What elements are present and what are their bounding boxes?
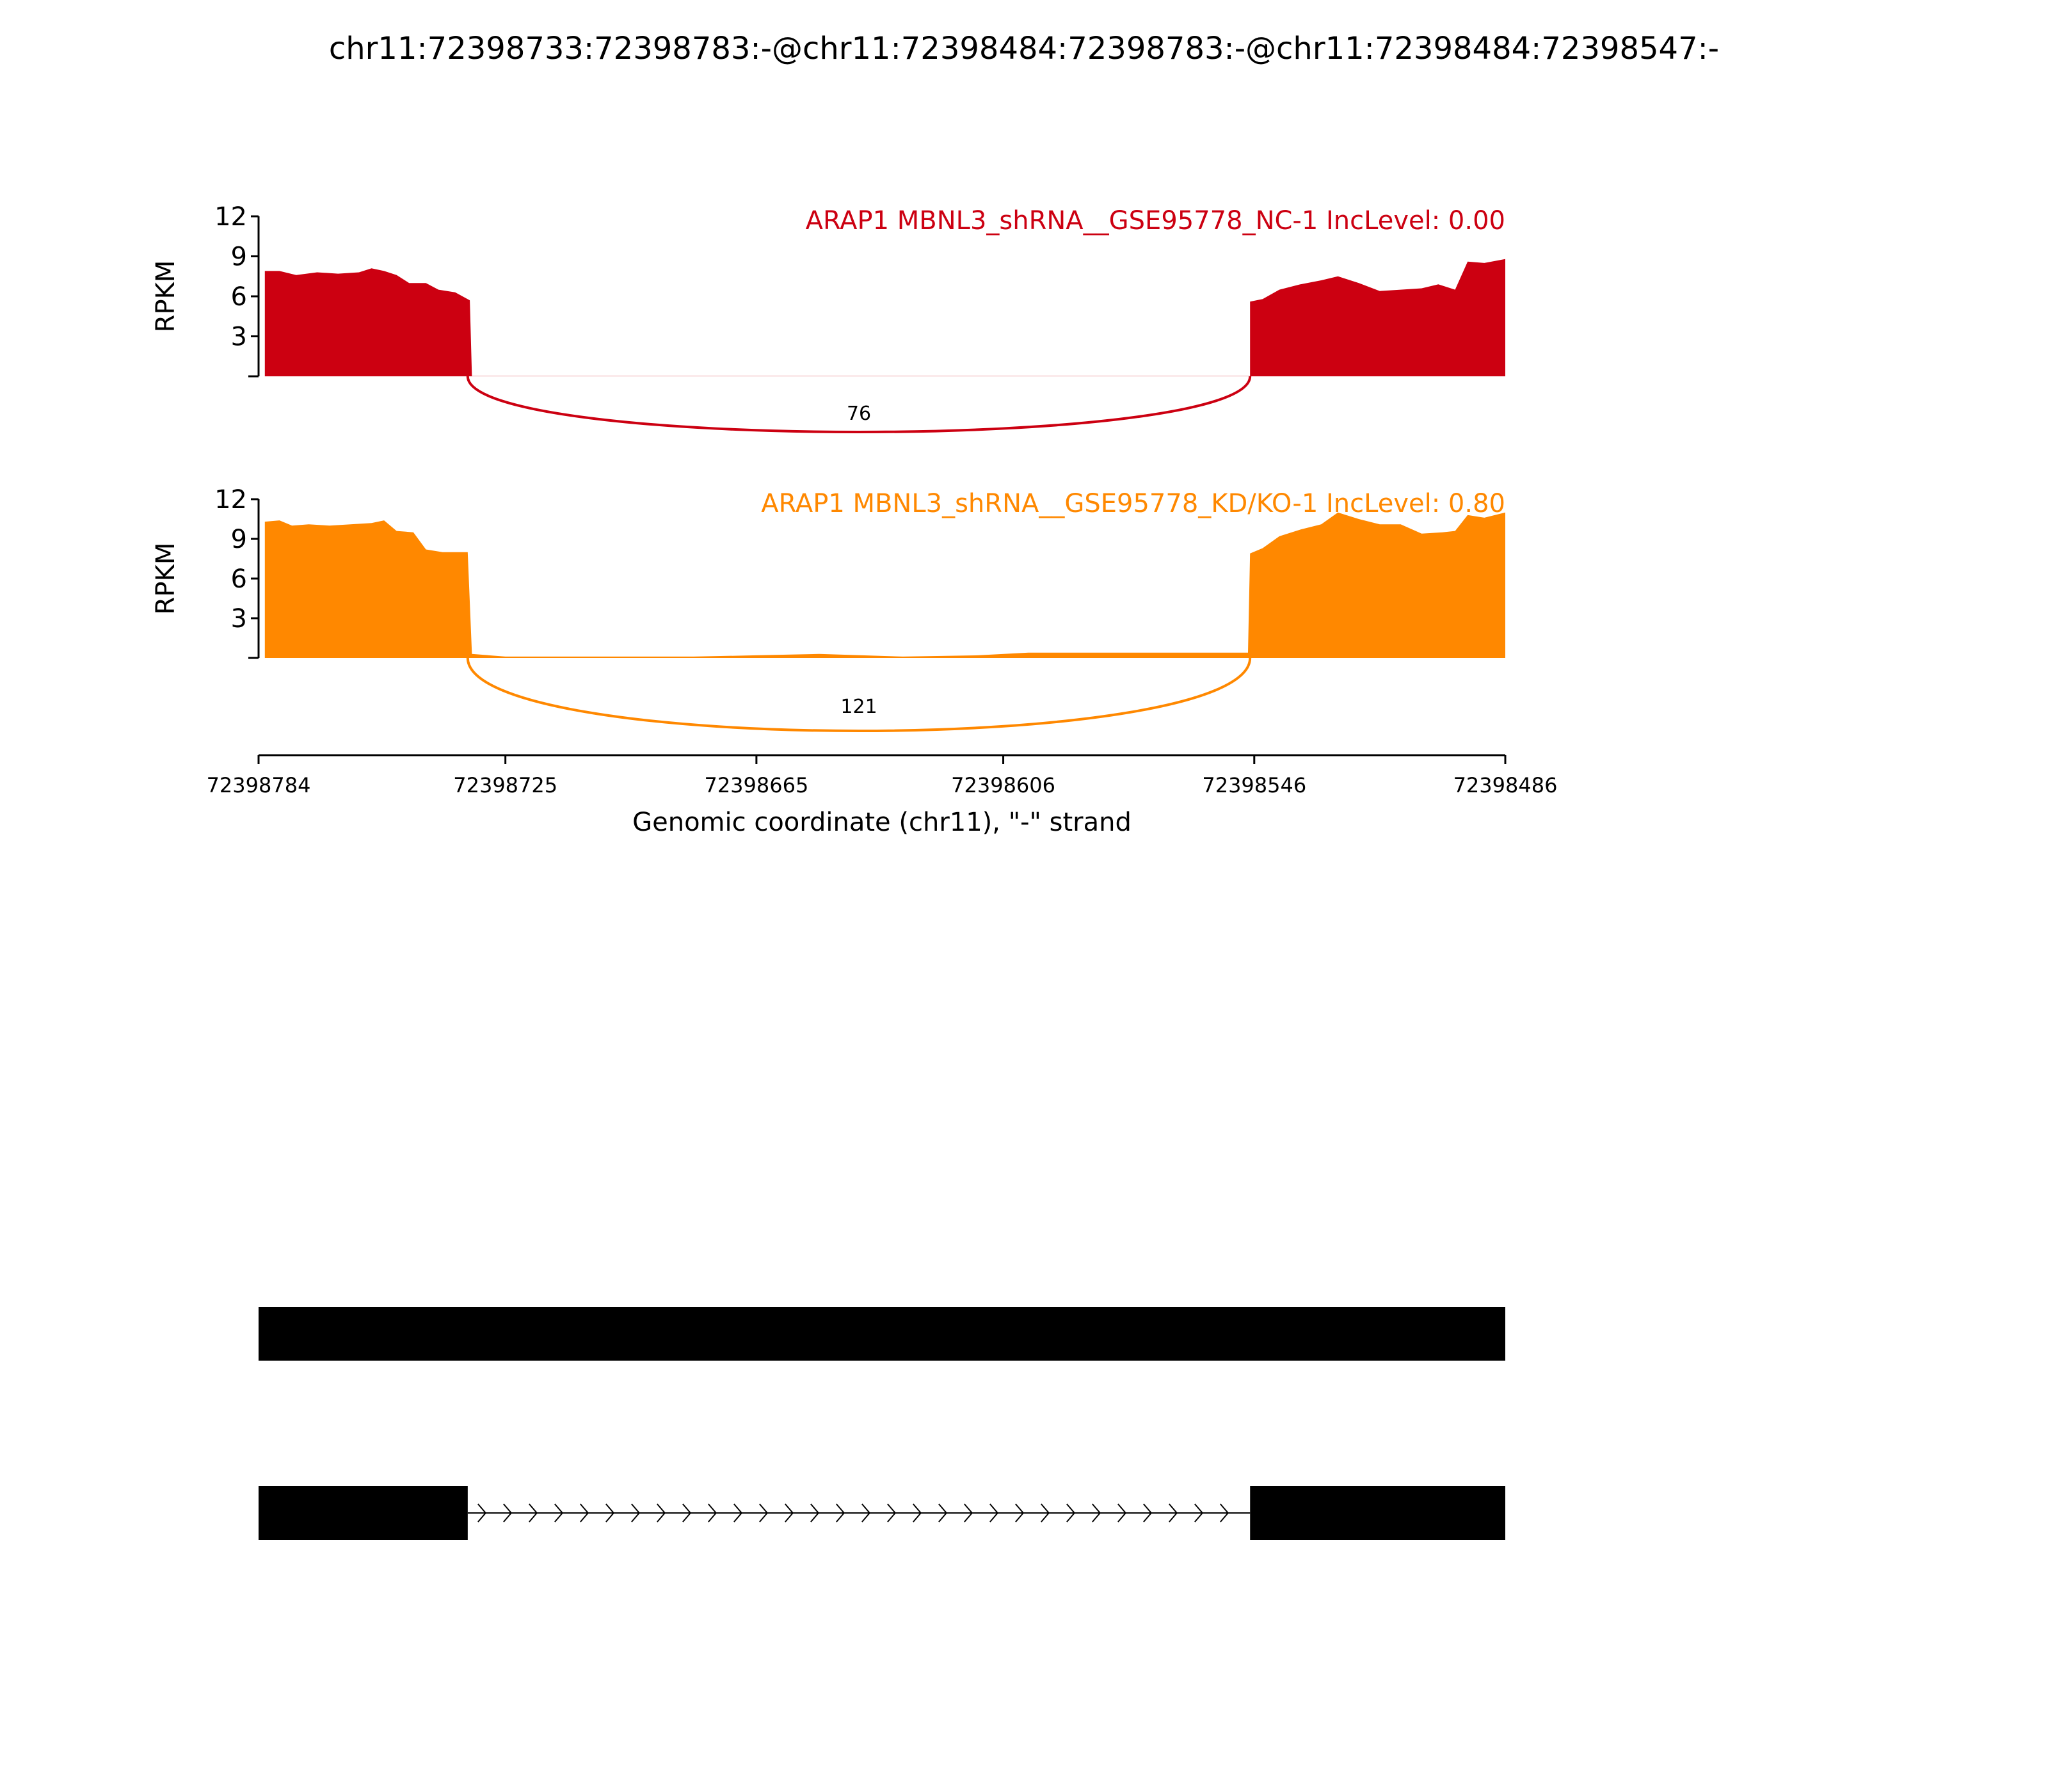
intron-arrow (529, 1503, 538, 1523)
intron-arrow (1015, 1503, 1025, 1523)
y-tick-label: 12 (214, 485, 247, 515)
intron-arrow (810, 1503, 820, 1523)
intron-arrow (708, 1503, 717, 1523)
y-axis-label: RPKM (151, 543, 180, 615)
x-tick-label: 72398725 (453, 773, 557, 797)
intron-arrow (836, 1503, 845, 1523)
x-tick-label: 72398784 (207, 773, 311, 797)
intron-arrow (554, 1503, 564, 1523)
panel-title: ARAP1 MBNL3_shRNA__GSE95778_NC-1 IncLeve… (806, 206, 1505, 236)
intron-arrow (1117, 1503, 1127, 1523)
intron-arrow (1220, 1503, 1229, 1523)
intron-arrow (605, 1503, 615, 1523)
coverage-area (264, 512, 1505, 658)
coverage-area (264, 259, 1505, 376)
exon-block (1250, 1486, 1505, 1540)
junction-label-bg (829, 399, 889, 428)
x-axis-label: Genomic coordinate (chr11), "-" strand (632, 808, 1132, 837)
intron-arrow (477, 1503, 487, 1523)
isoform-2 (259, 1486, 1505, 1540)
y-tick-label: 9 (231, 525, 247, 554)
y-tick-label: 6 (231, 282, 247, 312)
panel-2: 3 6 9 12 RPKM ARAP1 MBNL3_shRNA__GSE95778_KD/… (151, 485, 1505, 732)
intron-arrow (682, 1503, 692, 1523)
y-tick-label: 9 (231, 243, 247, 272)
exon-block (259, 1307, 472, 1361)
isoform-1 (259, 1307, 1505, 1361)
figure-title: chr11:72398733:72398783:-@chr11:72398484… (329, 31, 1719, 67)
x-tick-label: 72398665 (704, 773, 808, 797)
junction-count: 121 (840, 696, 877, 718)
y-tick-label: 3 (231, 323, 247, 352)
intron-arrow (887, 1503, 897, 1523)
genomic-x-axis: 72398784 72398725 72398665 72398606 72398546… (207, 754, 1558, 837)
intron-arrow (580, 1503, 589, 1523)
intron-arrow (1143, 1503, 1153, 1523)
y-tick-label: 3 (231, 604, 247, 634)
intron-arrow (657, 1503, 666, 1523)
exon-block (1245, 1307, 1505, 1361)
intron-arrow (1169, 1503, 1178, 1523)
x-tick-label: 72398546 (1202, 773, 1306, 797)
y-tick-label: 12 (214, 202, 247, 232)
x-tick-label: 72398486 (1453, 773, 1558, 797)
intron-arrow (938, 1503, 948, 1523)
intron-arrow (989, 1503, 999, 1523)
intron-arrow (733, 1503, 743, 1523)
intron-arrow (1194, 1503, 1204, 1523)
y-axis-label: RPKM (151, 260, 180, 333)
junction-count: 76 (847, 403, 871, 425)
exon-block (259, 1486, 468, 1540)
intron-arrow (964, 1503, 973, 1523)
isoform-track (259, 1307, 1505, 1540)
junction-arc (466, 376, 1252, 433)
intron-arrow (503, 1503, 513, 1523)
junction-arc (466, 657, 1252, 732)
intron-arrow (1041, 1503, 1050, 1523)
exon-block (467, 1307, 1251, 1361)
intron-arrow (861, 1503, 871, 1523)
intron-arrow (1092, 1503, 1101, 1523)
junction-label-bg (829, 692, 889, 721)
intron-arrow (785, 1503, 794, 1523)
intron-arrow (913, 1503, 922, 1523)
panel-title: ARAP1 MBNL3_shRNA__GSE95778_KD/KO-1 IncL… (761, 489, 1505, 518)
coverage-panels: 3 6 9 12 RPKM ARAP1 MBNL3_shRNA__GSE95778_NC-… (151, 202, 1505, 732)
y-tick-label: 6 (231, 564, 247, 594)
intron-arrow (1066, 1503, 1076, 1523)
x-tick-label: 72398606 (951, 773, 1055, 797)
intron-arrow (631, 1503, 641, 1523)
panel-1: 3 6 9 12 RPKM ARAP1 MBNL3_shRNA__GSE95778_NC-… (151, 202, 1505, 433)
intron-arrow (759, 1503, 769, 1523)
